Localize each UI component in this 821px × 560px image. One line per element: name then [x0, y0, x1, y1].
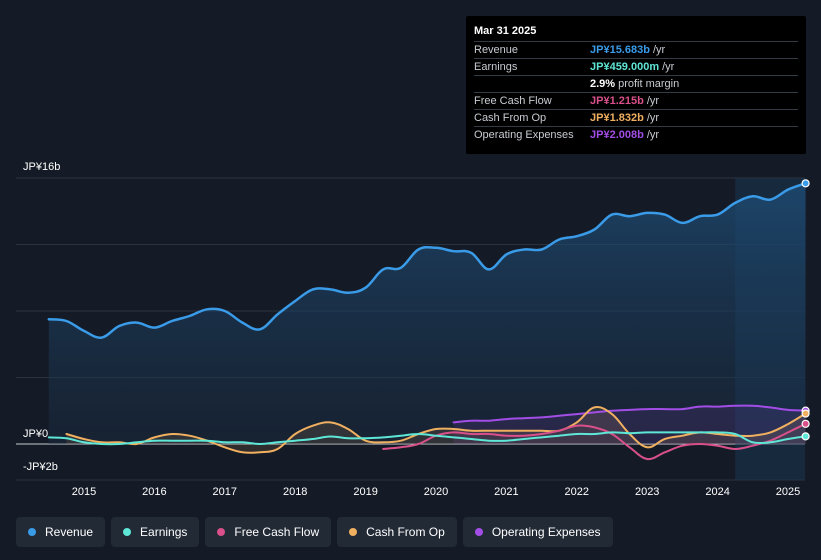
x-tick-label: 2015 — [72, 486, 96, 498]
earnings-line — [47, 431, 807, 446]
x-tick-label: 2023 — [635, 486, 659, 498]
tooltip-row-unit: /yr — [646, 129, 660, 141]
cash-from-op-line — [65, 406, 807, 454]
chart-area: JP¥16b JP¥0 -JP¥2b 2015 2016 2017 2018 2019 2… — [16, 161, 810, 498]
tooltip-row-unit: /yr — [662, 61, 675, 73]
tooltip-row-unit: /yr — [652, 44, 666, 56]
y-axis-zero-label: JP¥0 — [23, 428, 48, 440]
tooltip-row-value: JP¥1.832b — [590, 112, 644, 124]
tooltip-row-unit: /yr — [646, 112, 660, 124]
legend-label: Revenue — [45, 525, 94, 539]
x-axis: 2015 2016 2017 2018 2019 2020 2021 2022 2023 2024… — [72, 486, 800, 498]
legend-label: Earnings — [140, 525, 188, 539]
tooltip-row-label: Operating Expenses — [474, 129, 574, 141]
x-tick-label: 2018 — [283, 486, 307, 498]
operating-expenses-line — [452, 404, 807, 424]
tooltip-row-unit: profit margin — [618, 78, 680, 90]
legend-dot-icon — [28, 528, 36, 536]
x-tick-label: 2017 — [213, 486, 237, 498]
tooltip-row-label: Revenue — [474, 44, 519, 56]
tooltip-row: Free Cash Flow JP¥1.215b/yr — [474, 93, 798, 110]
free-cash-flow-end-dot — [801, 419, 810, 428]
tooltip-row-label: Earnings — [474, 61, 518, 73]
legend-item-earnings[interactable]: Earnings — [111, 517, 200, 547]
revenue-line — [47, 182, 807, 339]
tooltip-row-label — [474, 76, 590, 92]
tooltip-row-label: Free Cash Flow — [474, 95, 552, 107]
x-tick-label: 2019 — [353, 486, 377, 498]
earnings-end-dot — [801, 432, 810, 441]
tooltip-rows: Revenue JP¥15.683b/yr Earnings JP¥459.000m /… — [474, 42, 798, 143]
legend-item-cash-from-op[interactable]: Cash From Op — [337, 517, 457, 547]
tooltip: Mar 31 2025 Revenue JP¥15.683b/yr Earnings… — [466, 16, 806, 154]
legend-label: Cash From Op — [366, 525, 445, 539]
revenue-area — [48, 183, 806, 445]
tooltip-row: Cash From Op JP¥1.832b/yr — [474, 110, 798, 127]
legend-dot-icon — [474, 528, 483, 536]
tooltip-row: Earnings JP¥459.000m/yr — [474, 59, 798, 76]
legend-dot-icon — [349, 528, 358, 536]
tooltip-row-unit: /yr — [646, 95, 660, 107]
x-tick-label: 2016 — [142, 486, 166, 498]
series-layer — [47, 182, 807, 461]
y-axis-bottom-label: -JP¥2b — [23, 461, 58, 473]
legend-item-revenue[interactable]: Revenue — [16, 517, 106, 547]
tooltip-row: Operating Expenses JP¥2.008b/yr — [474, 127, 798, 143]
legend-dot-icon — [217, 528, 226, 536]
free-cash-flow-line — [382, 422, 807, 461]
tooltip-row: Revenue JP¥15.683b/yr — [474, 42, 798, 59]
tooltip-row-value: 2.9% — [590, 78, 616, 90]
revenue-end-dot — [801, 179, 810, 188]
end-dots — [801, 179, 810, 441]
tooltip-row-label: Cash From Op — [474, 112, 547, 124]
legend-item-operating-expenses[interactable]: Operating Expenses — [462, 517, 613, 547]
tooltip-date: Mar 31 2025 — [474, 24, 798, 42]
legend-item-free-cash-flow[interactable]: Free Cash Flow — [205, 517, 332, 547]
x-tick-label: 2025 — [776, 486, 800, 498]
tooltip-row-value: JP¥1.215b — [590, 95, 644, 107]
tooltip-row: 2.9% profit margin — [474, 76, 798, 93]
legend: Revenue Earnings Free Cash Flow Cash From O… — [16, 517, 613, 547]
tooltip-row-value: JP¥2.008b — [590, 129, 644, 141]
legend-label: Free Cash Flow — [234, 525, 320, 539]
tooltip-row-value: JP¥15.683b — [590, 44, 650, 56]
y-axis-top-label: JP¥16b — [23, 161, 60, 173]
x-tick-label: 2022 — [565, 486, 589, 498]
x-tick-label: 2024 — [705, 486, 729, 498]
x-tick-label: 2021 — [494, 486, 518, 498]
legend-label: Operating Expenses — [491, 525, 601, 539]
x-tick-label: 2020 — [424, 486, 448, 498]
tooltip-row-value: JP¥459.000m — [590, 61, 660, 73]
cash-from-op-end-dot — [801, 409, 810, 418]
legend-dot-icon — [123, 528, 132, 536]
